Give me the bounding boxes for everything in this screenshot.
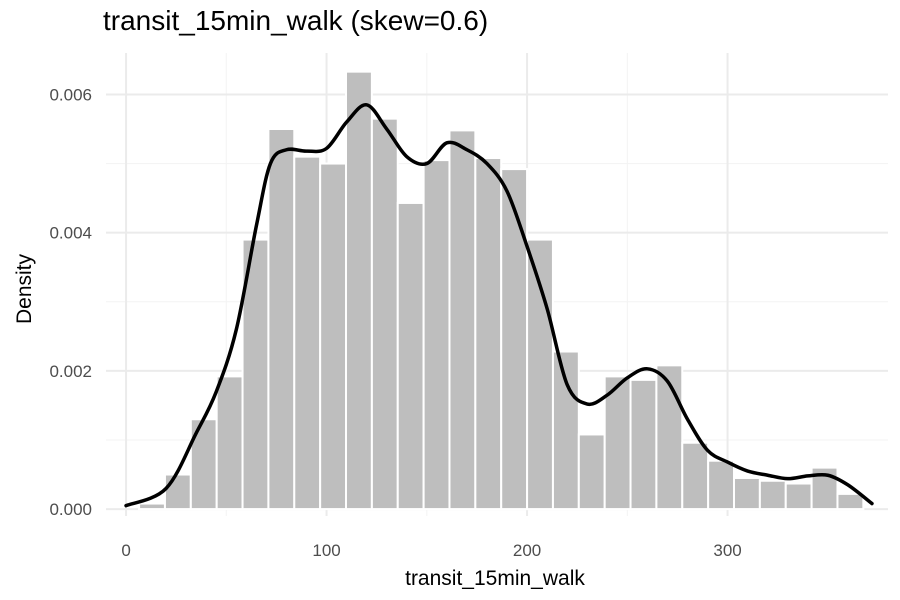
histogram-bar bbox=[319, 162, 348, 511]
histogram-bar bbox=[293, 155, 322, 511]
y-tick-label: 0.000 bbox=[49, 500, 92, 519]
histogram-bar bbox=[215, 375, 244, 511]
histogram-bar bbox=[163, 473, 192, 511]
y-tick-label: 0.002 bbox=[49, 362, 92, 381]
histogram-bar bbox=[474, 157, 503, 511]
histogram-bar bbox=[758, 479, 787, 511]
tick-labels: 0 100 200 300 0.000 0.002 0.004 0.006 bbox=[49, 85, 741, 560]
x-tick-label: 0 bbox=[121, 541, 130, 560]
histogram-bar bbox=[189, 418, 218, 511]
x-tick-label: 300 bbox=[713, 541, 741, 560]
density-curve bbox=[124, 103, 874, 508]
y-tick-label: 0.004 bbox=[49, 224, 92, 243]
histogram-bar bbox=[448, 129, 477, 511]
histogram-bar bbox=[629, 378, 658, 511]
histogram-bar bbox=[577, 433, 606, 511]
histogram-bar bbox=[396, 201, 425, 511]
chart-title: transit_15min_walk (skew=0.6) bbox=[103, 5, 489, 36]
x-tick-label: 100 bbox=[312, 541, 340, 560]
histogram-bar bbox=[655, 364, 684, 511]
histogram-bar bbox=[370, 117, 399, 511]
y-tick-label: 0.006 bbox=[49, 85, 92, 104]
histogram-bar bbox=[500, 168, 529, 511]
histogram-bar bbox=[551, 350, 580, 511]
histogram-bar bbox=[836, 492, 865, 511]
histogram-bar bbox=[784, 482, 813, 511]
x-tick-label: 200 bbox=[513, 541, 541, 560]
histogram-bar bbox=[733, 476, 761, 511]
y-axis-title: Density bbox=[13, 253, 36, 324]
histogram-bar bbox=[345, 70, 373, 511]
density-curve-layer bbox=[124, 103, 874, 508]
histogram-bar bbox=[267, 128, 296, 511]
histogram-bar bbox=[422, 159, 451, 511]
x-axis-title: transit_15min_walk bbox=[405, 567, 585, 590]
histogram-bar bbox=[138, 502, 166, 511]
histogram-bar bbox=[707, 459, 736, 511]
histogram-bars bbox=[138, 70, 865, 511]
histogram-bar bbox=[681, 441, 710, 511]
